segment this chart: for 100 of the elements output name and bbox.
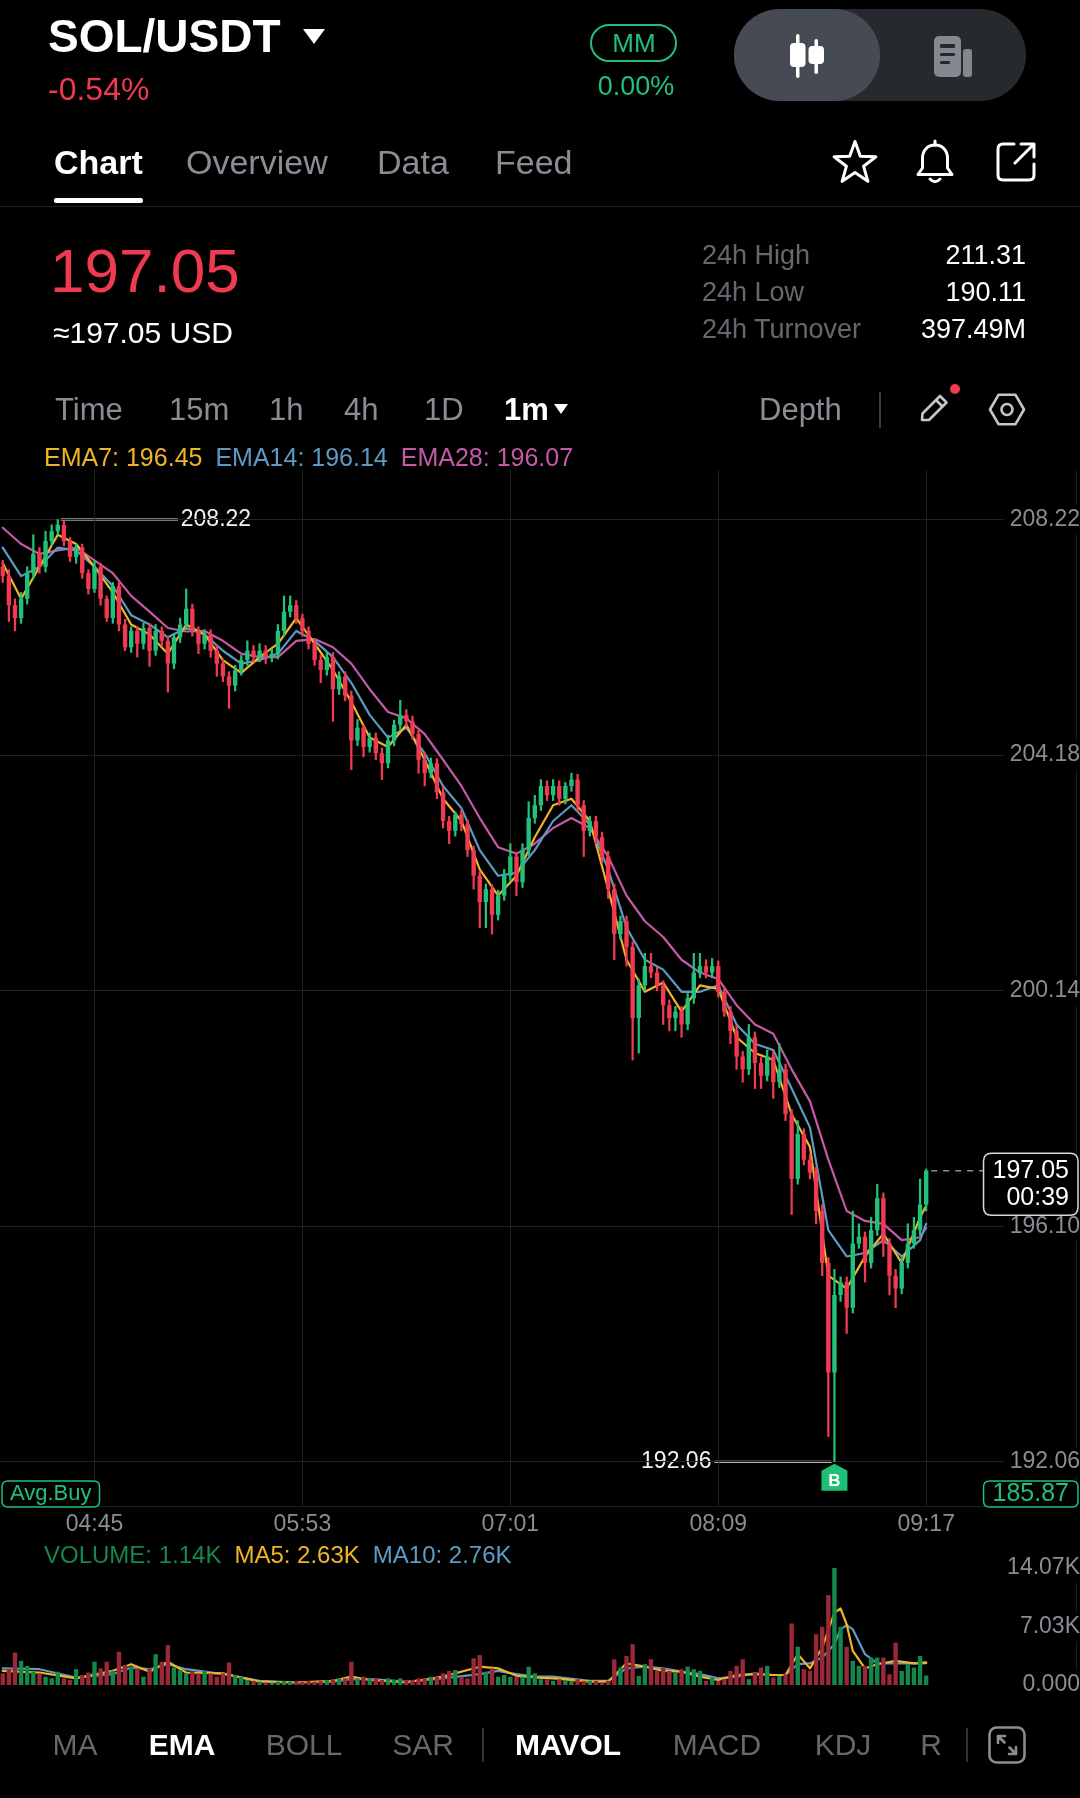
bar — [856, 1665, 862, 1685]
text: EMA14: 196.14 — [215, 442, 388, 471]
text: MACD — [672, 1728, 762, 1761]
bar — [135, 1668, 140, 1685]
y-tick-label: 196.10 — [1009, 1211, 1080, 1238]
bar — [813, 1634, 819, 1685]
text: EMA7: 196.45 — [44, 442, 203, 471]
bar — [440, 1673, 446, 1685]
bar — [110, 1670, 116, 1685]
bar — [361, 1676, 366, 1685]
text: MA5: 2.63K — [234, 1540, 360, 1568]
text: MA — [52, 1728, 98, 1761]
bar — [257, 1681, 262, 1685]
bar — [740, 1659, 745, 1685]
bar — [324, 1680, 330, 1685]
text: 24h Turnover — [702, 313, 862, 344]
bar — [850, 1660, 855, 1685]
y-tick-label: 204.18 — [1009, 740, 1080, 767]
x-tick-label: 09:17 — [897, 1510, 955, 1537]
text: 397.49M — [920, 313, 1026, 344]
bar — [330, 1679, 336, 1685]
text: 211.31 — [945, 239, 1026, 270]
text: SOL/USDT — [48, 10, 281, 62]
bar — [184, 1673, 189, 1685]
text: 197.05 — [50, 236, 240, 305]
bar — [18, 1660, 24, 1685]
text: 0.00% — [597, 70, 675, 101]
bar — [122, 1665, 128, 1685]
bar — [489, 1668, 495, 1685]
y-tick-label: 192.06 — [1009, 1447, 1080, 1474]
bar — [67, 1680, 73, 1685]
bar — [673, 1672, 678, 1685]
bar — [667, 1670, 672, 1685]
text: Feed — [495, 143, 573, 181]
text: 1D — [424, 391, 464, 427]
text: R — [920, 1728, 942, 1761]
bar — [153, 1654, 158, 1685]
bar — [917, 1655, 923, 1685]
bar — [116, 1651, 122, 1685]
bar — [159, 1661, 164, 1685]
y-tick-label: 208.22 — [1009, 504, 1080, 531]
bar — [391, 1680, 397, 1685]
bar — [245, 1680, 250, 1685]
bar — [422, 1678, 427, 1685]
text: MAVOL — [514, 1728, 622, 1761]
bar — [654, 1670, 660, 1685]
x-tick-label: 05:53 — [273, 1510, 332, 1537]
bar — [557, 1679, 562, 1685]
text: Depth — [759, 391, 842, 427]
bar — [685, 1666, 690, 1685]
text: MA10: 2.76K — [372, 1540, 512, 1568]
text: Overview — [186, 143, 328, 181]
y-tick-label: 7.03K — [1019, 1611, 1080, 1638]
bar — [147, 1668, 152, 1685]
bar — [177, 1670, 183, 1685]
bar — [0, 1673, 5, 1685]
bar — [697, 1670, 703, 1685]
bar — [477, 1655, 482, 1685]
bar — [128, 1666, 134, 1685]
bar — [844, 1646, 849, 1685]
candlestick — [257, 643, 262, 663]
text: ≈197.05 USD — [53, 316, 233, 349]
text: 15m — [169, 391, 230, 427]
bar — [208, 1673, 213, 1685]
bar — [398, 1678, 403, 1685]
bar — [141, 1676, 146, 1685]
bar — [862, 1665, 868, 1685]
bar — [343, 1678, 348, 1685]
text: Time — [55, 391, 123, 427]
candlestick — [777, 1043, 782, 1088]
bar — [764, 1665, 770, 1685]
bar — [73, 1669, 79, 1685]
bar — [508, 1676, 513, 1685]
bar — [336, 1678, 342, 1685]
y-tick-label: 200.14 — [1009, 975, 1080, 1002]
bar — [679, 1669, 684, 1685]
bar — [220, 1673, 226, 1685]
y-tick-label: 0.000 — [1022, 1670, 1080, 1697]
bar — [648, 1659, 654, 1685]
text: 190.11 — [945, 276, 1026, 307]
bar — [349, 1661, 354, 1685]
bar — [31, 1671, 36, 1685]
bar — [385, 1678, 391, 1685]
annotation: Avg.Buy — [10, 1480, 92, 1506]
bar — [373, 1678, 378, 1685]
text: Chart — [54, 143, 143, 181]
text: EMA28: 196.07 — [400, 442, 574, 471]
bar — [25, 1665, 30, 1685]
text: 24h High — [702, 239, 811, 270]
bar — [355, 1678, 360, 1685]
bar — [826, 1595, 831, 1685]
bar — [636, 1675, 641, 1685]
bar — [98, 1668, 103, 1685]
text: 24h Low — [702, 276, 805, 307]
text: 1h — [269, 391, 304, 427]
bar — [446, 1670, 452, 1685]
x-tick-label: 08:09 — [689, 1510, 748, 1537]
bar — [801, 1669, 807, 1685]
bar — [905, 1664, 911, 1685]
bar — [61, 1678, 67, 1685]
